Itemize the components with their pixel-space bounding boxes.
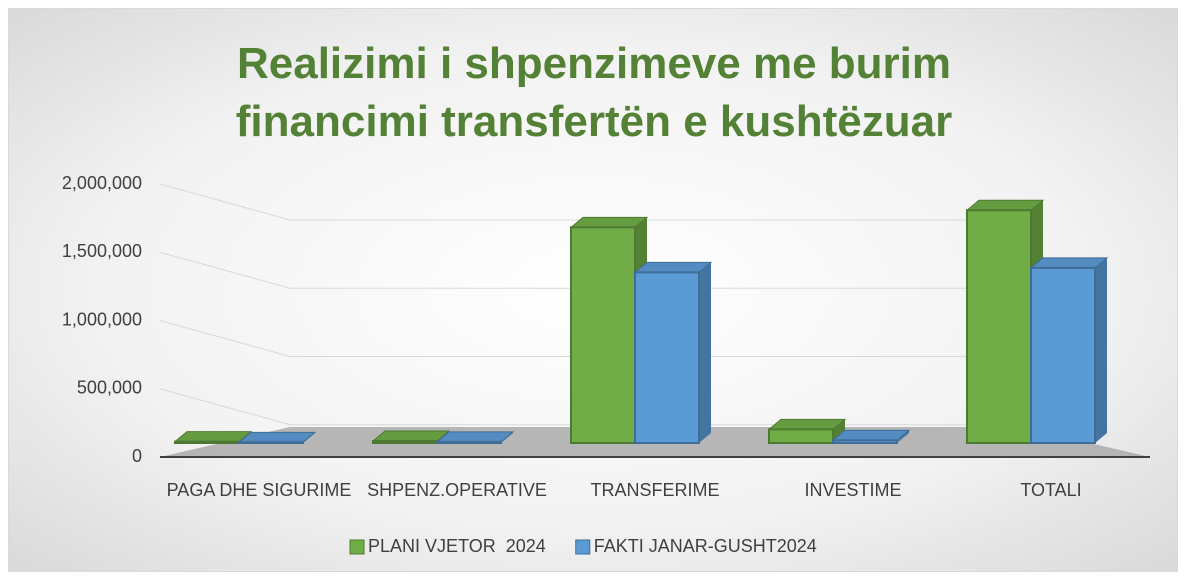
bar <box>634 271 700 444</box>
bar-top <box>173 431 253 443</box>
x-tick-label: TOTALI <box>1020 480 1081 500</box>
bar <box>768 428 834 445</box>
bar <box>1030 266 1096 445</box>
y-tick-label: 1,500,000 <box>62 241 142 261</box>
bar <box>966 209 1032 444</box>
y-tick-label: 2,000,000 <box>62 173 142 193</box>
y-tick-label: 0 <box>132 446 142 466</box>
bar <box>372 439 438 445</box>
y-tick-label: 1,000,000 <box>62 309 142 329</box>
bar-top <box>237 431 317 443</box>
bar-top <box>1029 257 1109 269</box>
x-tick-label: TRANSFERIME <box>590 480 719 500</box>
grid-line <box>159 320 1020 357</box>
bar <box>238 441 304 445</box>
bar <box>436 440 502 444</box>
chart-title: Realizimi i shpenzimeve me burim financi… <box>235 39 953 146</box>
bar-top <box>767 418 847 430</box>
bar <box>174 440 240 445</box>
legend-label: FAKTI JANAR-GUSHT2024 <box>594 536 817 556</box>
y-tick-label: 500,000 <box>77 378 142 398</box>
bar <box>570 226 636 444</box>
grid-line <box>159 251 1020 289</box>
x-tick-label: INVESTIME <box>804 480 901 500</box>
bar-side <box>833 419 845 443</box>
x-tick-label: PAGA DHE SIGURIME <box>167 480 352 500</box>
bar <box>832 439 898 444</box>
bar-top <box>633 261 713 273</box>
x-tick-label: SHPENZ.OPERATIVE <box>367 480 547 500</box>
bar-side <box>699 262 711 443</box>
legend-label: PLANI VJETOR 2024 <box>368 536 546 556</box>
legend-swatch <box>349 539 365 555</box>
bar-top <box>435 431 515 443</box>
grid-line <box>159 183 1020 221</box>
legend-swatch <box>575 539 591 555</box>
bar-top <box>965 199 1045 211</box>
bar-side <box>1095 257 1107 443</box>
bar-top <box>569 216 649 228</box>
bar-top <box>831 429 911 441</box>
bar-side <box>897 430 909 443</box>
bar-top <box>371 430 451 442</box>
